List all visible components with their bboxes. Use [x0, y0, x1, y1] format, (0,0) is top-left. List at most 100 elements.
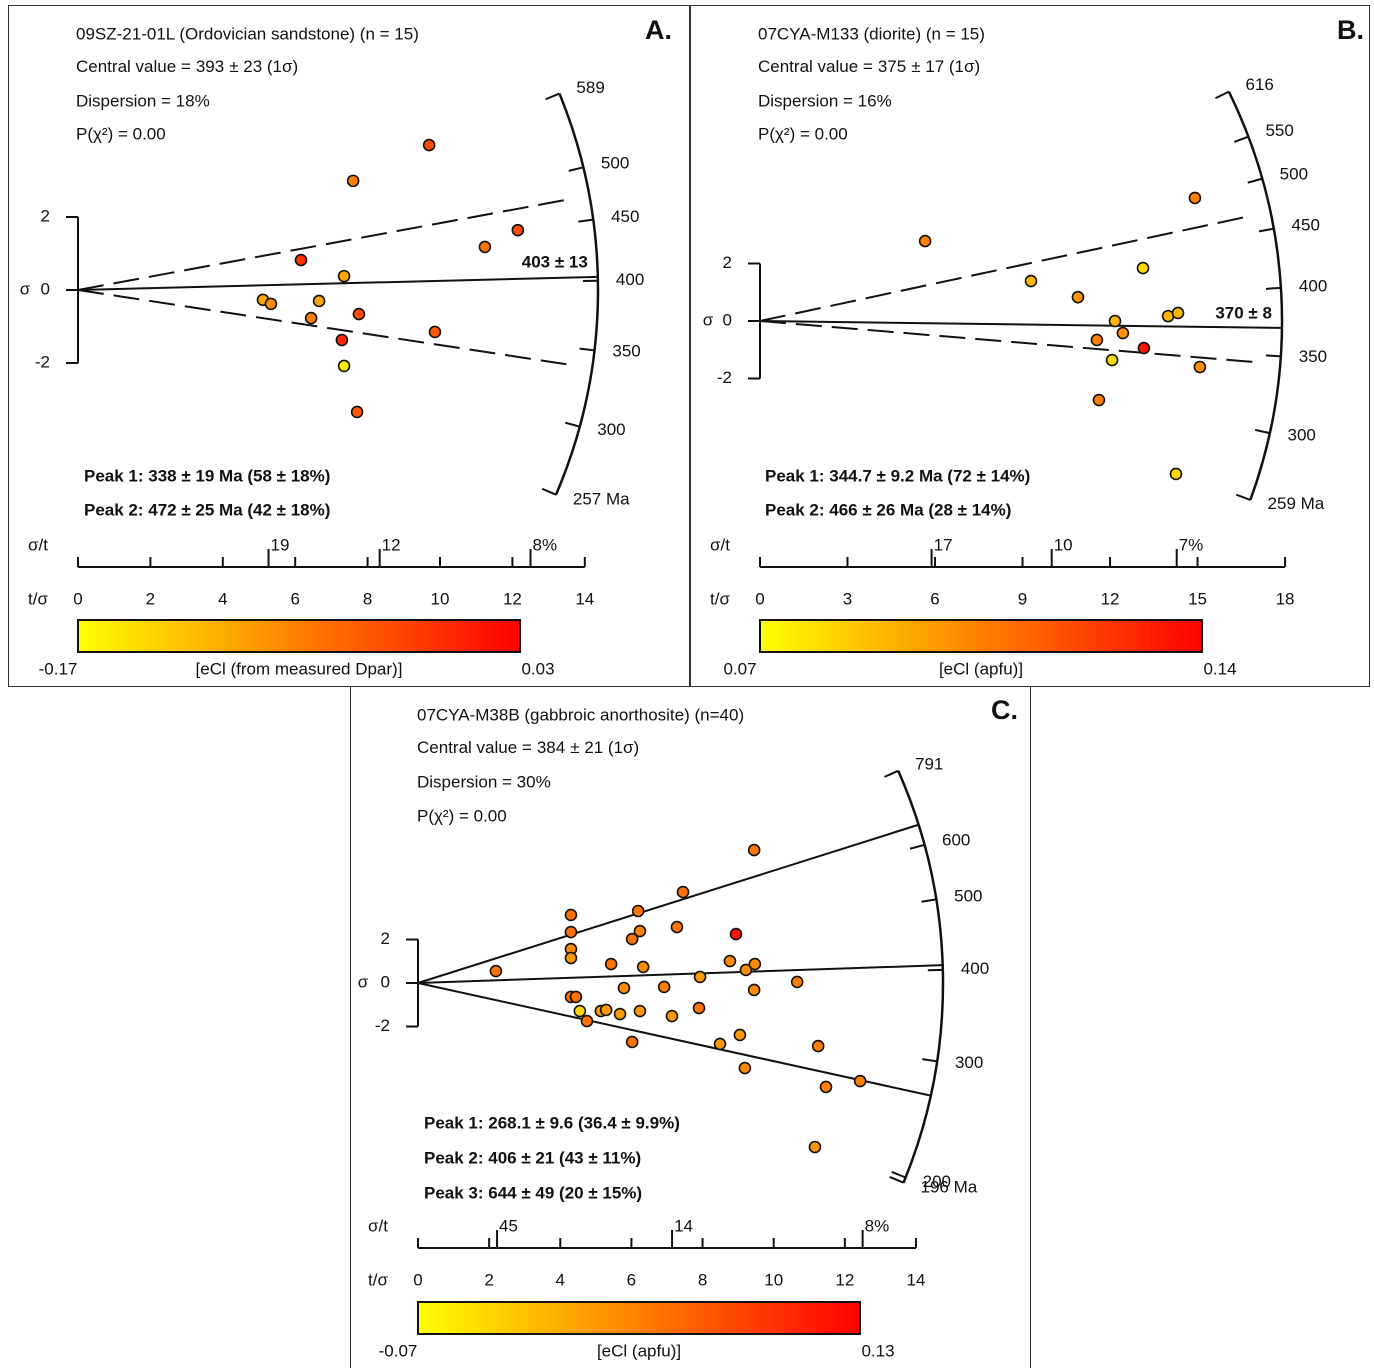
data-point [478, 240, 492, 254]
age-tick [1258, 227, 1274, 233]
colorbar-max: 0.14 [1203, 659, 1236, 678]
data-point [1188, 191, 1202, 205]
x2-tick-label: 14 [674, 1216, 693, 1235]
data-point [636, 960, 650, 974]
data-point [1171, 306, 1185, 320]
y-tick-label: 0 [381, 972, 390, 991]
x-axis-label: t/σ [368, 1270, 388, 1289]
data-point [631, 904, 645, 918]
data-point [511, 223, 525, 237]
data-point [1092, 393, 1106, 407]
age-tick-label: 500 [1280, 164, 1308, 183]
data-point [604, 957, 618, 971]
data-point [569, 990, 583, 1004]
age-tick [579, 347, 595, 352]
data-point [428, 325, 442, 339]
age-tick [909, 843, 925, 850]
age-tick [889, 1176, 904, 1184]
central-value: Central value = 375 ± 17 (1σ) [758, 57, 980, 76]
data-point [1136, 261, 1150, 275]
x2-tick-label: 7% [1179, 535, 1204, 554]
stat-line: P(χ²) = 0.00 [417, 806, 507, 825]
data-point [1108, 314, 1122, 328]
panel-frame [350, 687, 1031, 1368]
data-point [1024, 274, 1038, 288]
y-tick-label: 0 [723, 310, 732, 329]
data-point [613, 1007, 627, 1021]
age-tick-label: 791 [915, 755, 943, 774]
data-point [422, 138, 436, 152]
age-tick [1247, 177, 1263, 184]
age-tick-label: 500 [954, 887, 982, 906]
age-tick-label: 616 [1245, 75, 1273, 94]
age-line [77, 199, 565, 291]
data-point [580, 1014, 594, 1028]
x2-tick-label: 10 [1054, 535, 1073, 554]
x-tick-label: 12 [835, 1270, 854, 1289]
x2-axis-label: σ/t [710, 535, 730, 554]
x-tick-label: 4 [218, 589, 227, 608]
panel-label: B. [1337, 15, 1364, 45]
y-tick-label: 2 [41, 206, 50, 225]
stat-line: P(χ²) = 0.00 [758, 124, 848, 143]
colorbar-label: [eCl (from measured Dpar)] [196, 659, 403, 678]
age-tick-label: 600 [942, 831, 970, 850]
x-tick-label: 6 [930, 589, 939, 608]
y-tick-label: -2 [717, 368, 732, 387]
y-axis-label: σ [358, 972, 369, 991]
x-tick-label: 6 [627, 1270, 636, 1289]
stat-line: Dispersion = 30% [417, 772, 551, 791]
age-tick [545, 92, 560, 101]
x-tick-label: 8 [363, 589, 372, 608]
age-tick [1265, 354, 1281, 358]
age-tick-label: 300 [597, 420, 625, 439]
x-tick-label: 8 [698, 1270, 707, 1289]
central-text: Central value = [758, 57, 873, 76]
x-axis-label: t/σ [28, 589, 48, 608]
data-point [811, 1039, 825, 1053]
x-tick-label: 14 [907, 1270, 926, 1289]
age-tick-label: 450 [1292, 216, 1320, 235]
age-tick-label: 550 [1265, 121, 1293, 140]
age-tick [891, 1171, 907, 1179]
age-tick [1254, 428, 1271, 435]
colorbar-label: [eCl (apfu)] [597, 1341, 681, 1360]
data-point [1116, 326, 1130, 340]
age-tick-label: 300 [955, 1053, 983, 1072]
data-point [625, 932, 639, 946]
age-arc [1227, 91, 1284, 501]
x-tick-label: 9 [1018, 589, 1027, 608]
x-tick-label: 15 [1188, 589, 1207, 608]
age-arc [897, 770, 945, 1184]
age-tick [1265, 286, 1282, 290]
age-tick-label: 196 Ma [920, 1177, 977, 1196]
x-tick-label: 18 [1276, 589, 1295, 608]
data-point [748, 957, 762, 971]
age-tick-label: 400 [616, 270, 644, 289]
data-point [312, 294, 326, 308]
age-line [417, 982, 931, 1097]
data-point [676, 885, 690, 899]
data-point [853, 1074, 867, 1088]
data-point [747, 983, 761, 997]
age-line-label: 370 ± 8 [1215, 303, 1272, 322]
x2-axis-label: σ/t [28, 535, 48, 554]
age-tick [1235, 493, 1251, 501]
colorbar-max: 0.13 [861, 1341, 894, 1360]
age-tick-label: 450 [611, 207, 639, 226]
age-tick-label: 400 [961, 959, 989, 978]
data-point [599, 1003, 613, 1017]
data-point [1169, 467, 1183, 481]
data-point [337, 269, 351, 283]
x2-tick-label: 8% [533, 535, 558, 554]
x2-tick-label: 12 [382, 535, 401, 554]
central-error: ± 23 (1σ) [229, 57, 298, 76]
panel-label: A. [645, 15, 672, 45]
peak-line: Peak 2: 406 ± 21 (43 ± 11%) [424, 1148, 641, 1167]
x-tick-label: 0 [73, 589, 82, 608]
peak-line: Peak 1: 268.1 ± 9.6 (36.4 ± 9.9%) [424, 1113, 680, 1132]
age-tick [921, 898, 937, 903]
age-line [77, 289, 568, 366]
data-point [337, 359, 351, 373]
